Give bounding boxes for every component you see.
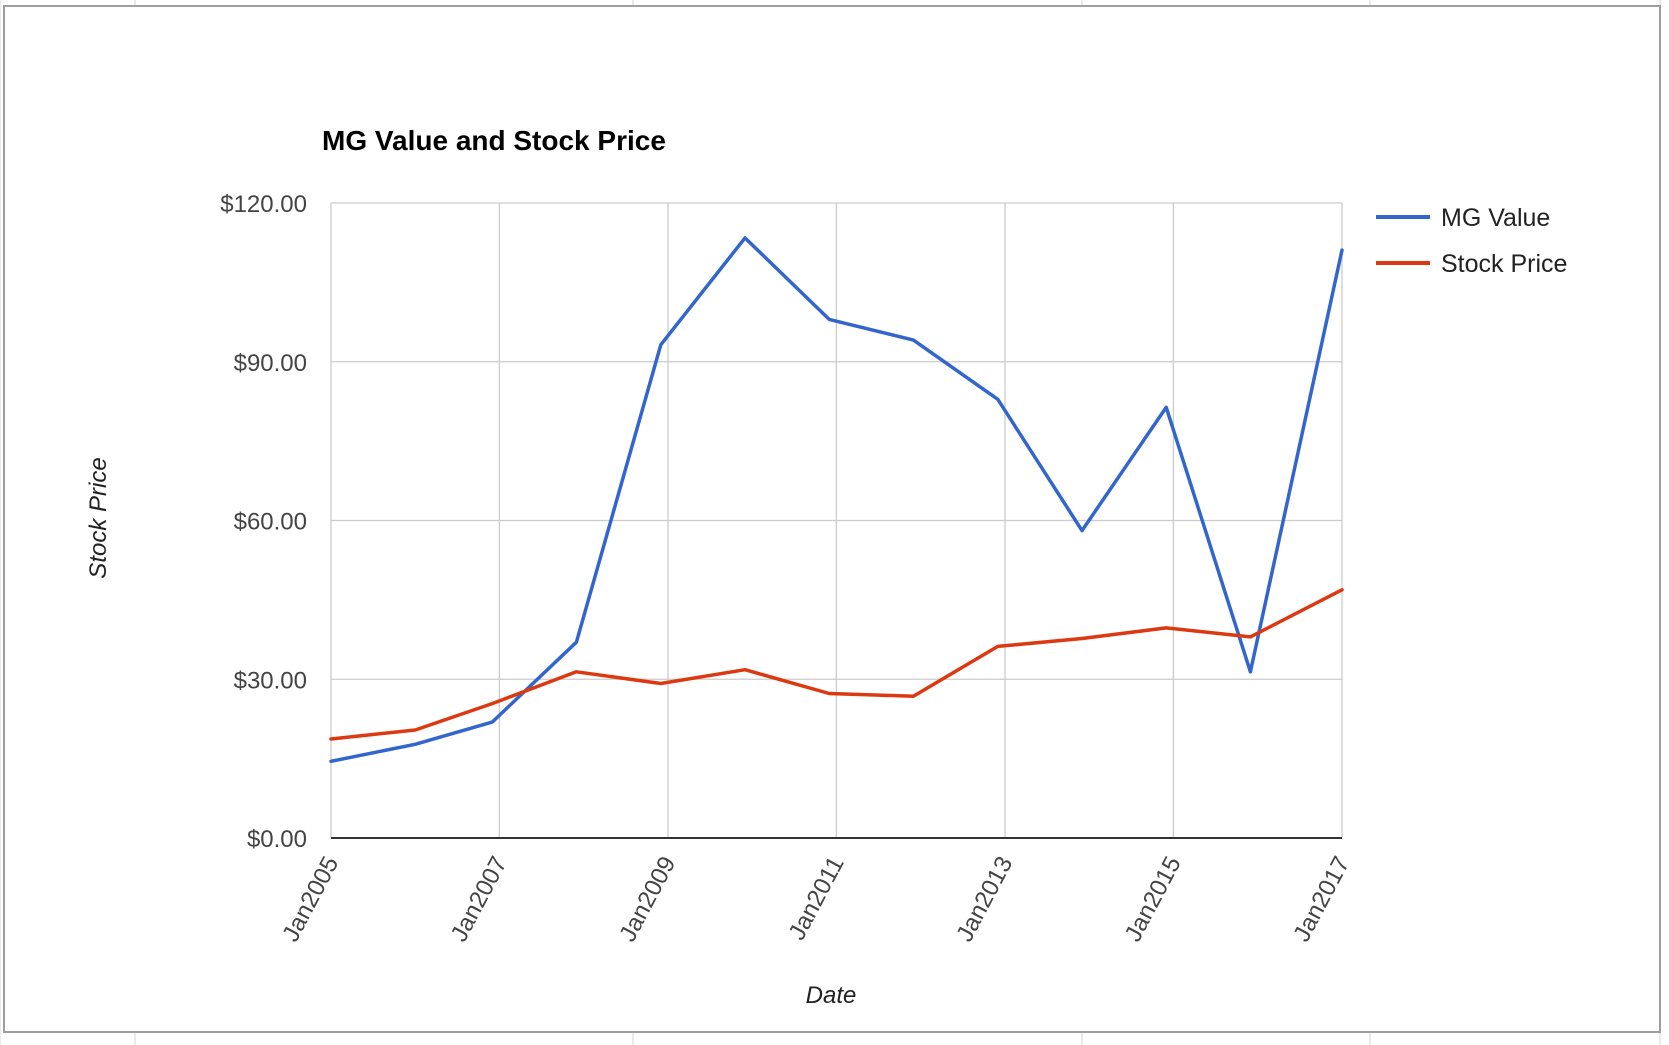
chart-frame[interactable] <box>3 5 1661 1033</box>
legend-item-stock-price[interactable]: Stock Price <box>1376 250 1567 278</box>
x-axis-title: Date <box>806 982 857 1009</box>
legend-label: Stock Price <box>1441 250 1567 278</box>
y-tick-label: $60.00 <box>234 509 307 536</box>
x-tick-label: Jan2005 <box>277 852 344 946</box>
x-tick-label: Jan2011 <box>783 852 849 944</box>
axes: $0.00 $30.00 $60.00 $90.00 $120.00 Jan2005 Jan… <box>220 191 1355 946</box>
x-tick-label: Jan2013 <box>951 852 1018 946</box>
gridlines <box>330 202 1343 838</box>
x-tick-label: Jan2007 <box>446 852 513 946</box>
y-axis-title: Stock Price <box>85 457 112 578</box>
y-tick-label: $0.00 <box>247 826 307 853</box>
legend-label: MG Value <box>1441 204 1550 232</box>
series-line-mg-value[interactable] <box>329 236 1344 764</box>
legend-item-mg-value[interactable]: MG Value <box>1376 204 1550 232</box>
chart-title: MG Value and Stock Price <box>322 125 666 156</box>
legend[interactable]: MG Value Stock Price <box>1376 204 1567 278</box>
y-tick-label: $30.00 <box>234 667 307 694</box>
series-lines <box>329 236 1344 764</box>
x-tick-label: Jan2015 <box>1120 852 1187 946</box>
y-tick-label: $120.00 <box>220 191 307 218</box>
x-tick-label: Jan2009 <box>614 852 681 946</box>
y-tick-label: $90.00 <box>234 350 307 377</box>
series-line-stock-price[interactable] <box>329 588 1344 741</box>
x-tick-label: Jan2017 <box>1288 852 1355 946</box>
